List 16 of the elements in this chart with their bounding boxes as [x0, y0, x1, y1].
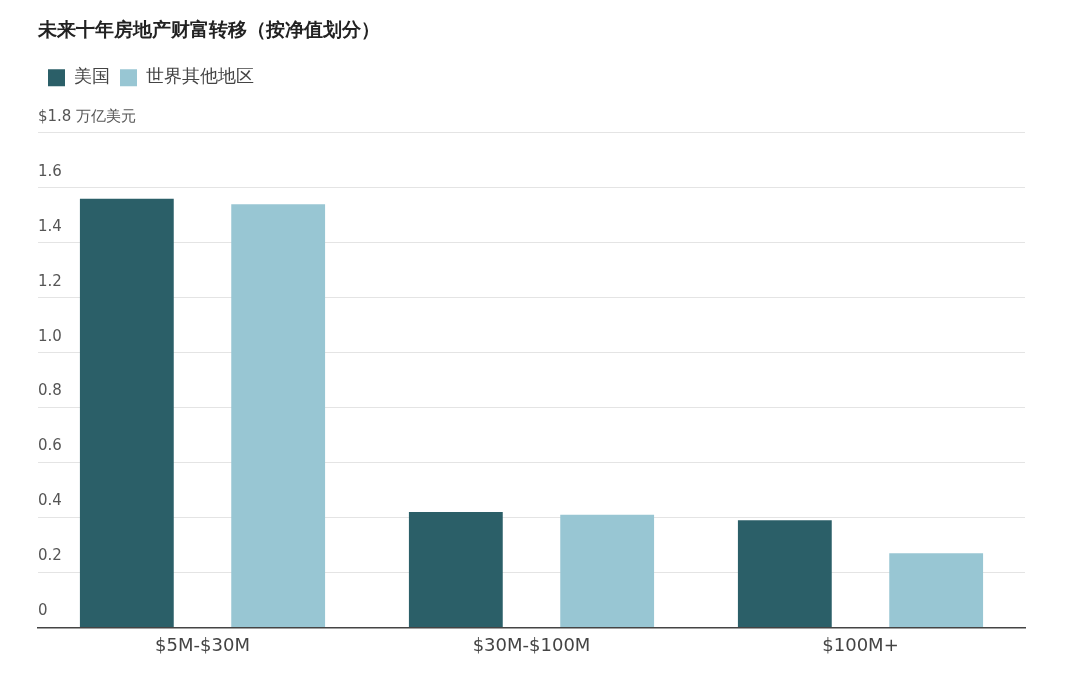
chart-title: 未来十年房地产财富转移（按净值划分） — [37, 18, 380, 41]
y-tick-label: 0 — [38, 601, 48, 620]
y-tick-label: 1.0 — [38, 326, 62, 345]
x-tick-label: $5M-$30M — [155, 633, 250, 655]
x-tick-label: $30M-$100M — [472, 633, 591, 655]
y-tick-label: 1.4 — [38, 216, 62, 235]
y-tick-label: 0.8 — [38, 381, 62, 400]
x-tick-label: $100M+ — [822, 633, 899, 655]
legend-label: 世界其他地区 — [146, 65, 254, 87]
y-tick-label: 0.4 — [38, 491, 62, 510]
y-tick-label: 0.2 — [38, 546, 62, 565]
y-tick-label: 1.2 — [38, 271, 62, 290]
legend-label: 美国 — [74, 65, 110, 87]
y-tick-label: 1.6 — [38, 161, 62, 180]
y-tick-label: 0.6 — [38, 436, 62, 455]
y-tick-label: $1.8 万亿美元 — [38, 106, 137, 125]
